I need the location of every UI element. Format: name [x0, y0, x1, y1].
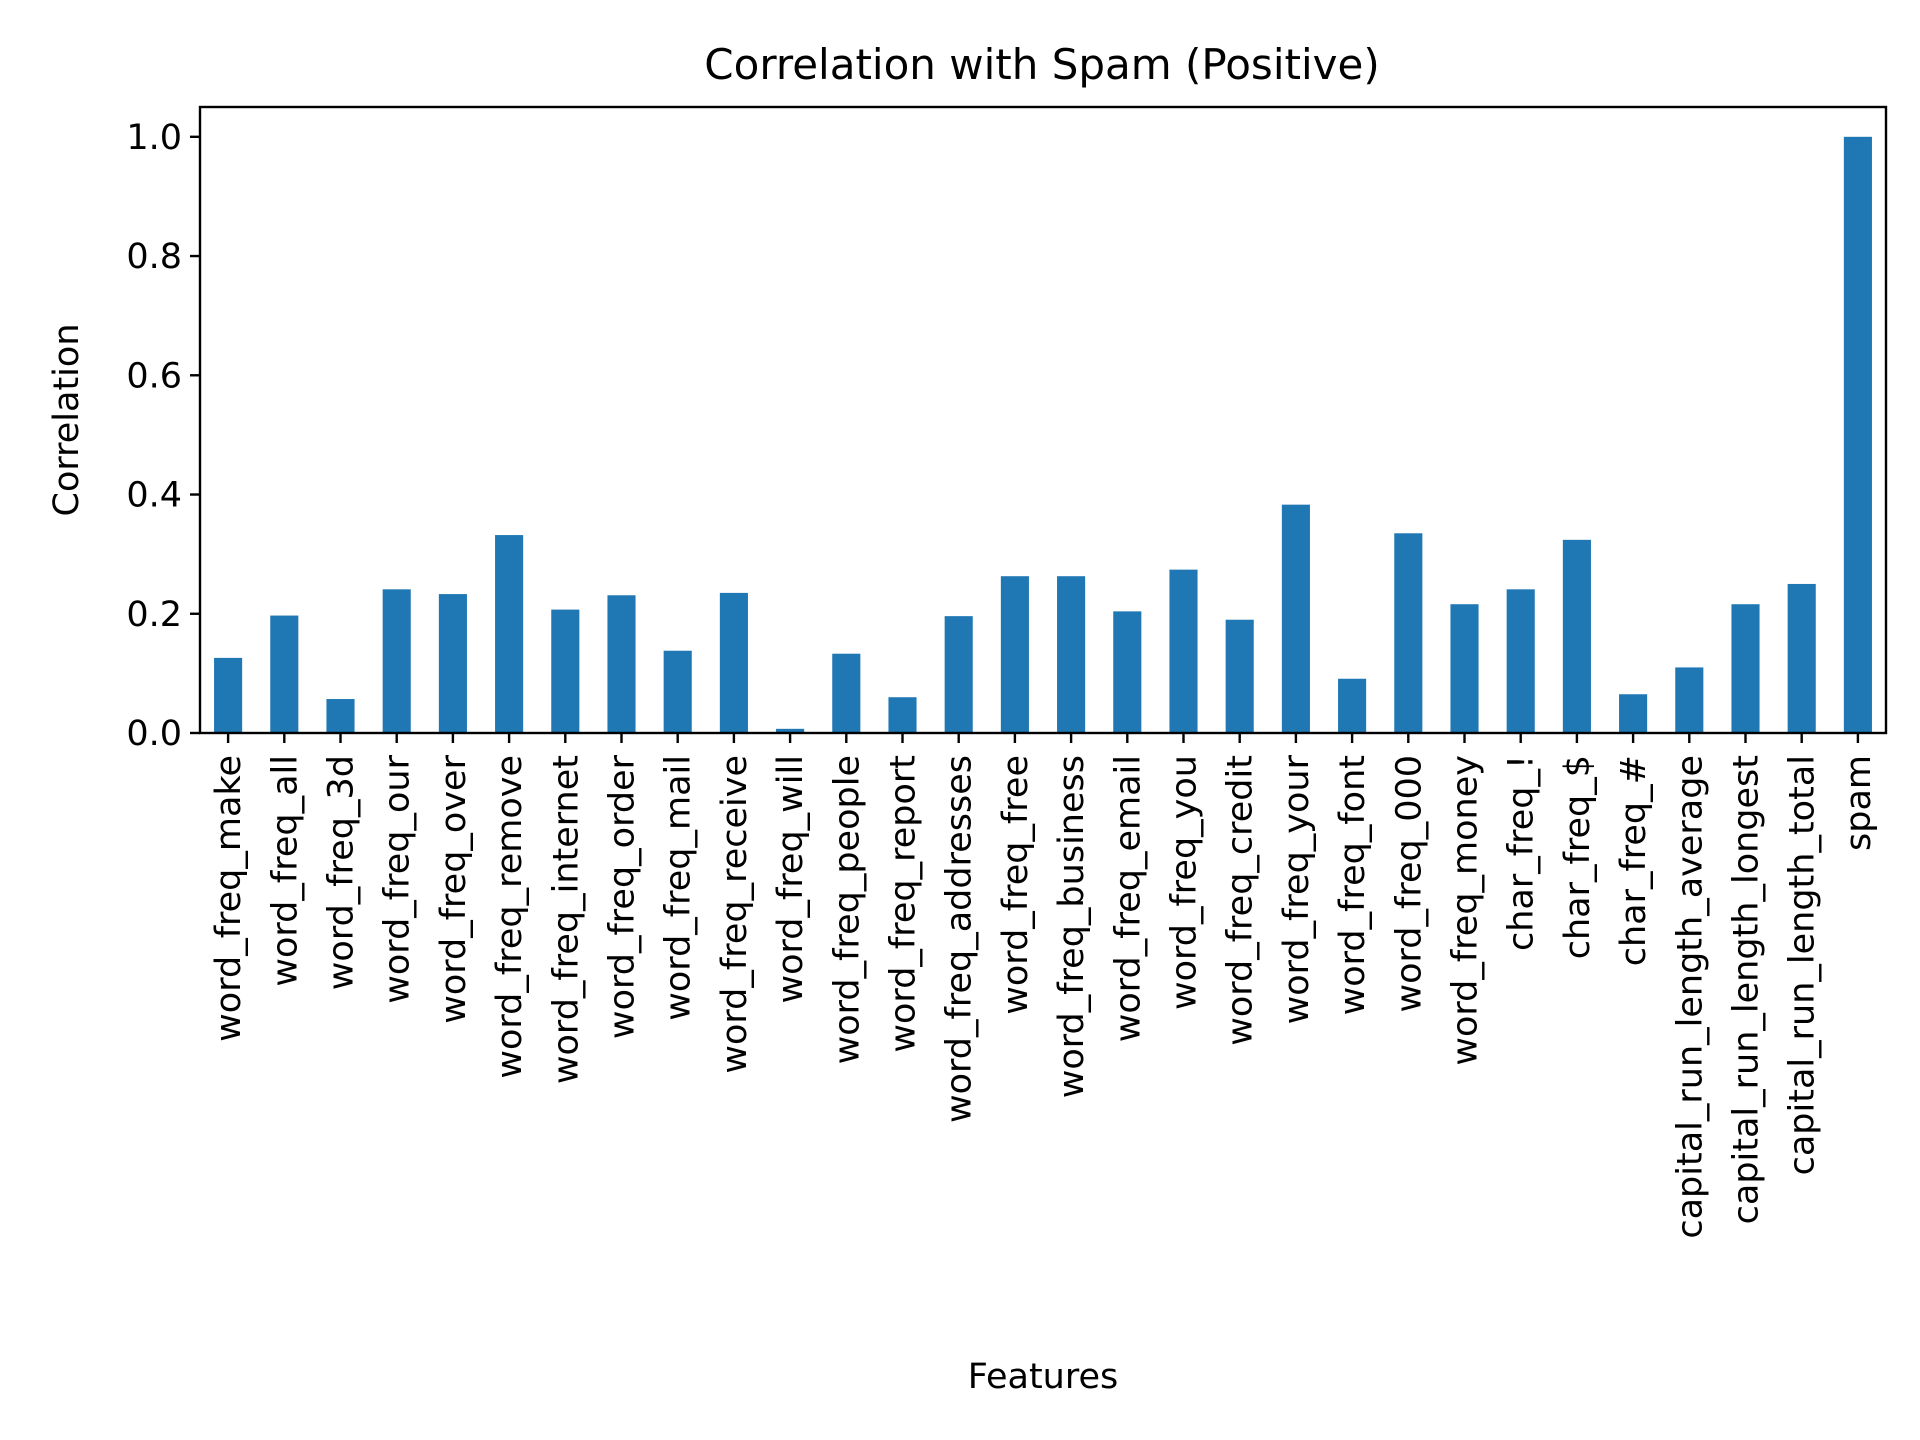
chart-title: Correlation with Spam (Positive) [704, 40, 1379, 89]
x-tick-label: word_freq_our [378, 754, 418, 1003]
x-tick-label: word_freq_internet [546, 755, 586, 1084]
x-tick-label: char_freq_$ [1558, 755, 1598, 959]
x-tick-label: char_freq_# [1614, 755, 1654, 966]
y-tick-label: 0.2 [126, 595, 182, 635]
bar-word_freq_your [1281, 504, 1310, 733]
x-tick-label: word_freq_money [1446, 755, 1486, 1066]
bar-word_freq_people [832, 653, 861, 733]
bar-word_freq_remove [495, 535, 524, 733]
x-tick-label: spam [1839, 755, 1879, 851]
x-tick-label: word_freq_make [209, 755, 249, 1042]
bar-char_freq_! [1506, 589, 1535, 733]
x-tick-label: word_freq_credit [1221, 755, 1261, 1046]
bar-word_freq_our [382, 589, 411, 733]
y-tick-label: 1.0 [126, 118, 182, 158]
y-axis-label: Correlation [47, 324, 87, 517]
x-tick-label: word_freq_addresses [940, 755, 980, 1123]
bar-word_freq_internet [551, 609, 580, 733]
bar-capital_run_length_total [1787, 583, 1816, 733]
bar-word_freq_make [214, 657, 243, 733]
x-tick-label: word_freq_font [1333, 755, 1373, 1015]
x-tick-label: capital_run_length_longest [1727, 755, 1767, 1224]
bar-word_freq_mail [663, 650, 692, 733]
bar-word_freq_000 [1394, 533, 1423, 733]
bar-word_freq_font [1338, 678, 1367, 733]
x-axis: word_freq_make word_freq_all word_freq_3d w… [209, 733, 1879, 1239]
bar-word_freq_credit [1225, 619, 1254, 733]
x-tick-label: word_freq_report [884, 755, 924, 1053]
x-tick-label: word_freq_you [1165, 755, 1205, 1010]
x-tick-label: char_freq_! [1502, 755, 1542, 951]
bar-word_freq_3d [326, 699, 355, 733]
x-tick-label: word_freq_will [771, 755, 811, 1004]
x-tick-label: word_freq_remove [490, 755, 530, 1079]
bar-word_freq_business [1057, 576, 1086, 733]
bar-char_freq_# [1619, 694, 1648, 733]
x-tick-label: word_freq_people [827, 755, 867, 1064]
x-tick-label: word_freq_receive [715, 755, 755, 1074]
bar-word_freq_free [1000, 576, 1029, 733]
plot-frame [198, 105, 1888, 735]
y-tick-label: 0.4 [126, 476, 182, 516]
bar-word_freq_order [607, 595, 636, 733]
bar-word_freq_receive [719, 592, 748, 733]
x-tick-label: word_freq_all [265, 755, 305, 987]
x-tick-label: capital_run_length_total [1783, 755, 1823, 1175]
bar-word_freq_over [438, 594, 467, 733]
bars-group [214, 136, 1872, 734]
bar-word_freq_email [1113, 611, 1142, 733]
x-tick-label: word_freq_order [603, 754, 643, 1039]
x-tick-label: word_freq_your [1277, 754, 1317, 1024]
x-tick-label: word_freq_000 [1389, 755, 1429, 1013]
bar-word_freq_addresses [944, 616, 973, 733]
bar-capital_run_length_longest [1731, 604, 1760, 733]
bar-word_freq_money [1450, 604, 1479, 733]
bar-capital_run_length_average [1675, 667, 1704, 733]
y-axis: 0.0 0.2 0.4 0.6 0.8 1.0 [126, 118, 200, 754]
x-tick-label: word_freq_over [434, 754, 474, 1023]
x-tick-label: capital_run_length_average [1670, 755, 1710, 1239]
bar-word_freq_will [776, 728, 805, 733]
x-tick-label: word_freq_free [996, 755, 1036, 1015]
y-tick-label: 0.0 [126, 714, 182, 754]
x-tick-label: word_freq_business [1052, 755, 1092, 1098]
bar-spam [1843, 136, 1872, 734]
x-tick-label: word_freq_3d [322, 755, 362, 990]
y-tick-label: 0.6 [126, 356, 182, 396]
bar-char_freq_$ [1562, 539, 1591, 733]
x-axis-label: Features [968, 1357, 1119, 1397]
x-tick-label: word_freq_mail [659, 755, 699, 1021]
x-tick-label: word_freq_email [1108, 755, 1148, 1042]
y-tick-label: 0.8 [126, 237, 182, 277]
bar-word_freq_all [270, 615, 299, 733]
bar-word_freq_you [1169, 569, 1198, 733]
bar-word_freq_report [888, 697, 917, 733]
